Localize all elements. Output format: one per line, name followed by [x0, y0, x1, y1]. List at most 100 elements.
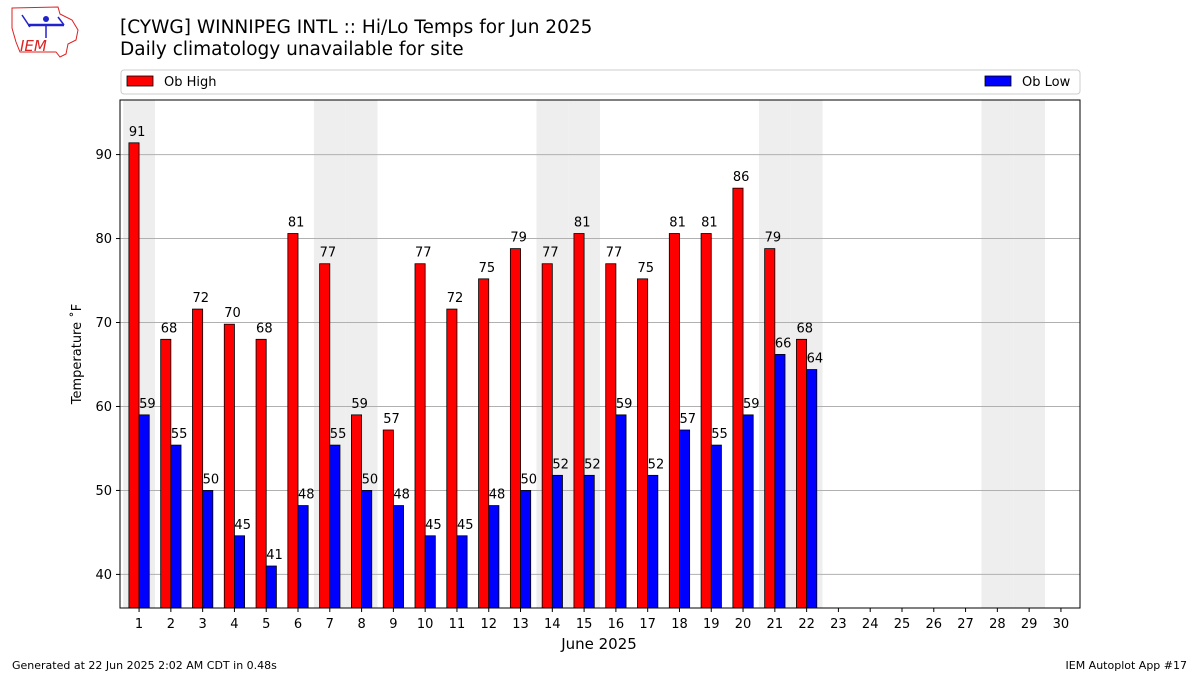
bars [128, 142, 818, 609]
x-tick-label: 7 [326, 617, 334, 632]
weekend-shading [123, 100, 1046, 608]
data-label-high: 72 [447, 291, 464, 306]
legend-label-high: Ob High [164, 75, 217, 90]
data-label-high: 77 [542, 246, 559, 261]
data-labels: 91 68 72 70 68 81 77 59 57 77 72 75 79 77 81 77 75 81 81 86… [129, 125, 823, 563]
x-axis-label: June 2025 [560, 635, 637, 653]
x-tick-label: 4 [230, 617, 238, 632]
bar-high [128, 142, 140, 609]
bar-low [583, 474, 595, 609]
bar-high [796, 338, 808, 609]
x-tick-label: 30 [1053, 617, 1070, 632]
bar-low [551, 474, 563, 609]
data-label-high: 70 [224, 306, 241, 321]
y-tick-label: 40 [95, 568, 112, 583]
bar-high [414, 263, 426, 609]
data-label-low: 52 [584, 457, 601, 472]
x-tick-label: 1 [135, 617, 143, 632]
bar-high [255, 338, 267, 609]
x-tick-label: 24 [862, 617, 879, 632]
x-tick-label: 2 [167, 617, 175, 632]
data-label-high: 91 [129, 125, 146, 140]
x-tick-label: 16 [608, 617, 625, 632]
legend-label-low: Ob Low [1022, 75, 1071, 90]
gridlines [120, 154, 1080, 575]
data-label-high: 77 [320, 246, 337, 261]
x-tick-label: 8 [357, 617, 365, 632]
data-label-low: 59 [139, 397, 156, 412]
bar-low [297, 505, 309, 609]
bar-low [615, 414, 627, 609]
x-tick-label: 26 [926, 617, 943, 632]
bar-low [392, 505, 404, 609]
bar-low [265, 565, 277, 609]
data-label-low: 50 [203, 472, 220, 487]
bar-high [382, 429, 394, 609]
y-tick-label: 90 [95, 148, 112, 163]
x-tick-label: 29 [1021, 617, 1038, 632]
data-label-low: 48 [489, 488, 506, 503]
x-tick-label: 22 [798, 617, 815, 632]
y-tick-label: 70 [95, 316, 112, 331]
data-label-low: 48 [393, 488, 410, 503]
bar-high [223, 323, 235, 609]
bar-high [637, 278, 649, 609]
legend-swatch-low [984, 75, 1012, 87]
bar-high [351, 414, 362, 609]
plot-frame [119, 99, 1081, 609]
x-tick-label: 14 [544, 617, 561, 632]
weekend-band [981, 100, 1014, 608]
bar-low [329, 444, 341, 609]
bar-high [732, 187, 744, 609]
bar-high [160, 338, 172, 609]
chart-subtitle: Daily climatology unavailable for site [120, 39, 464, 60]
data-label-low: 55 [171, 427, 188, 442]
data-label-low: 59 [743, 397, 760, 412]
x-tick-label: 21 [767, 617, 784, 632]
data-label-high: 68 [256, 321, 273, 336]
x-tick-label: 5 [262, 617, 270, 632]
bar-low [202, 490, 214, 609]
x-tick-label: 15 [576, 617, 593, 632]
data-label-high: 57 [383, 412, 400, 427]
data-label-high: 72 [192, 291, 209, 306]
data-label-low: 66 [775, 336, 792, 351]
bar-high [668, 233, 680, 609]
bar-high [319, 263, 331, 609]
bar-high [509, 248, 521, 609]
bar-high [287, 233, 299, 609]
bar-low [679, 429, 691, 609]
bar-high [573, 233, 585, 609]
data-label-high: 79 [510, 231, 527, 246]
bar-low [361, 490, 373, 609]
bar-high [605, 263, 617, 609]
data-label-low: 48 [298, 488, 315, 503]
footer-app: IEM Autoplot App #17 [1065, 659, 1188, 672]
x-tick-label: 6 [294, 617, 302, 632]
bar-low [488, 505, 500, 609]
data-label-low: 55 [711, 427, 728, 442]
data-label-low: 45 [425, 518, 442, 533]
data-label-high: 79 [765, 231, 782, 246]
x-tick-label: 9 [389, 617, 397, 632]
data-label-low: 41 [266, 548, 283, 563]
bar-low [170, 444, 182, 609]
data-label-high: 59 [351, 397, 368, 412]
bar-high [541, 263, 553, 609]
data-label-high: 81 [701, 216, 718, 231]
y-axis-label: Temperature ˚F [69, 304, 85, 405]
data-label-low: 50 [521, 472, 538, 487]
data-label-high: 81 [574, 216, 591, 231]
x-tick-label: 10 [417, 617, 434, 632]
bar-high [478, 278, 490, 609]
data-label-low: 55 [330, 427, 347, 442]
bar-low [234, 535, 246, 609]
chart-title: [CYWG] WINNIPEG INTL :: Hi/Lo Temps for … [120, 17, 593, 38]
bar-low [456, 535, 468, 609]
bar-high [192, 308, 204, 609]
bar-low [774, 354, 786, 609]
bar-low [138, 414, 150, 609]
bar-high [700, 233, 712, 609]
